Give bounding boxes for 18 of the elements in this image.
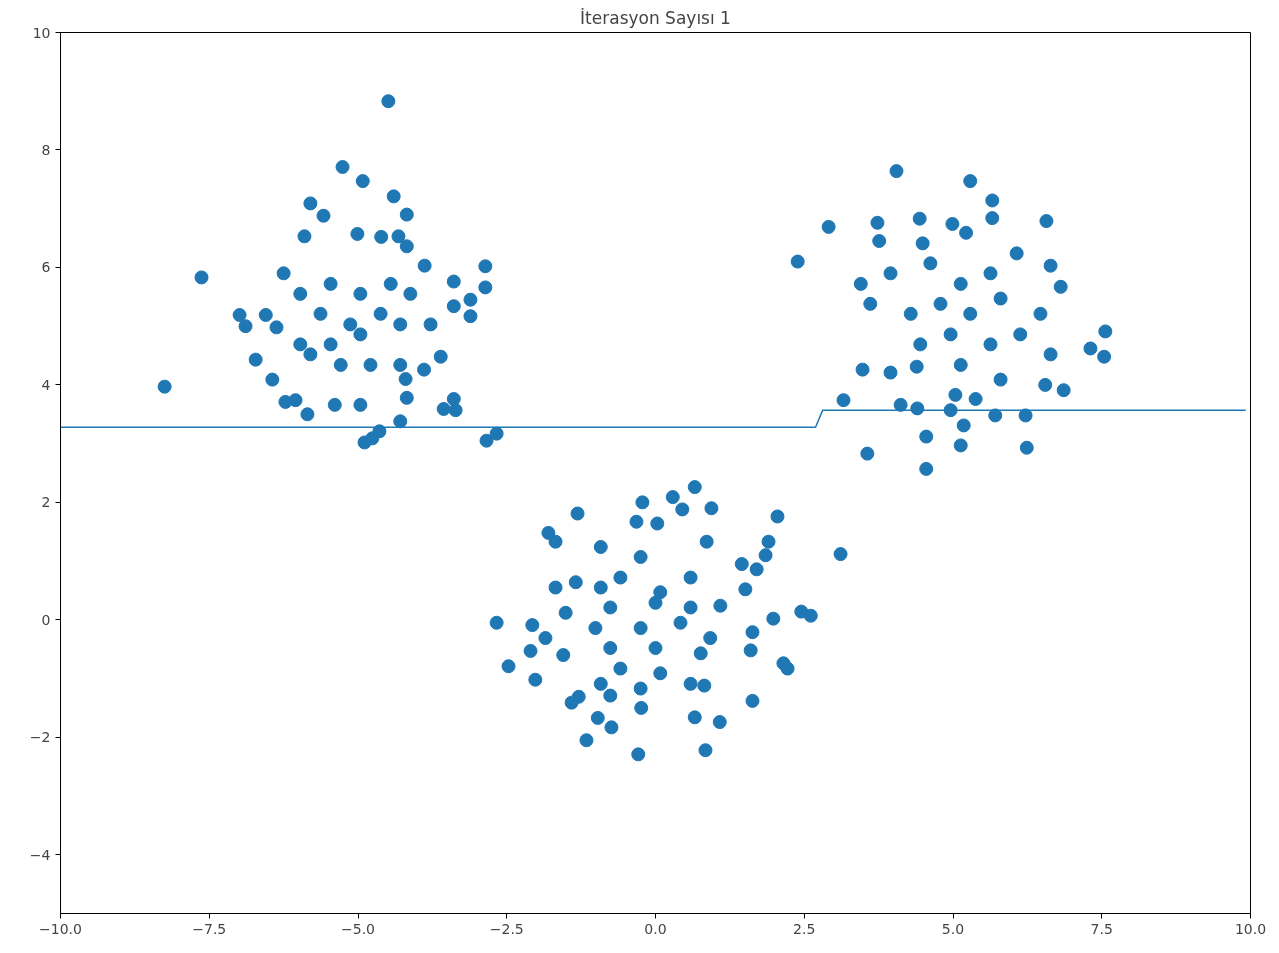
y-tick-label: 4 — [41, 376, 51, 393]
x-tick-label: −10.0 — [39, 920, 82, 937]
x-tick-label: −5.0 — [341, 920, 375, 937]
x-tick-label: 10.0 — [1234, 920, 1267, 937]
y-tick-label: 8 — [41, 141, 51, 158]
chart-title: İterasyon Sayısı 1 — [580, 7, 731, 28]
x-tick-label: −2.5 — [489, 920, 524, 937]
x-tick-label: −7.5 — [192, 920, 227, 937]
y-tick-label: 2 — [41, 494, 51, 511]
x-tick-label: 7.5 — [1090, 920, 1113, 937]
x-tick-label: 5.0 — [941, 920, 965, 937]
x-tick-label: 0.0 — [644, 920, 667, 937]
y-tick-label: 6 — [41, 259, 51, 276]
y-tick-label: 0 — [41, 611, 51, 628]
y-tick-label: −4 — [29, 846, 51, 863]
x-tick-label: 2.5 — [793, 920, 816, 937]
y-tick-label: 10 — [32, 24, 51, 41]
y-tick-label: −2 — [29, 729, 51, 746]
